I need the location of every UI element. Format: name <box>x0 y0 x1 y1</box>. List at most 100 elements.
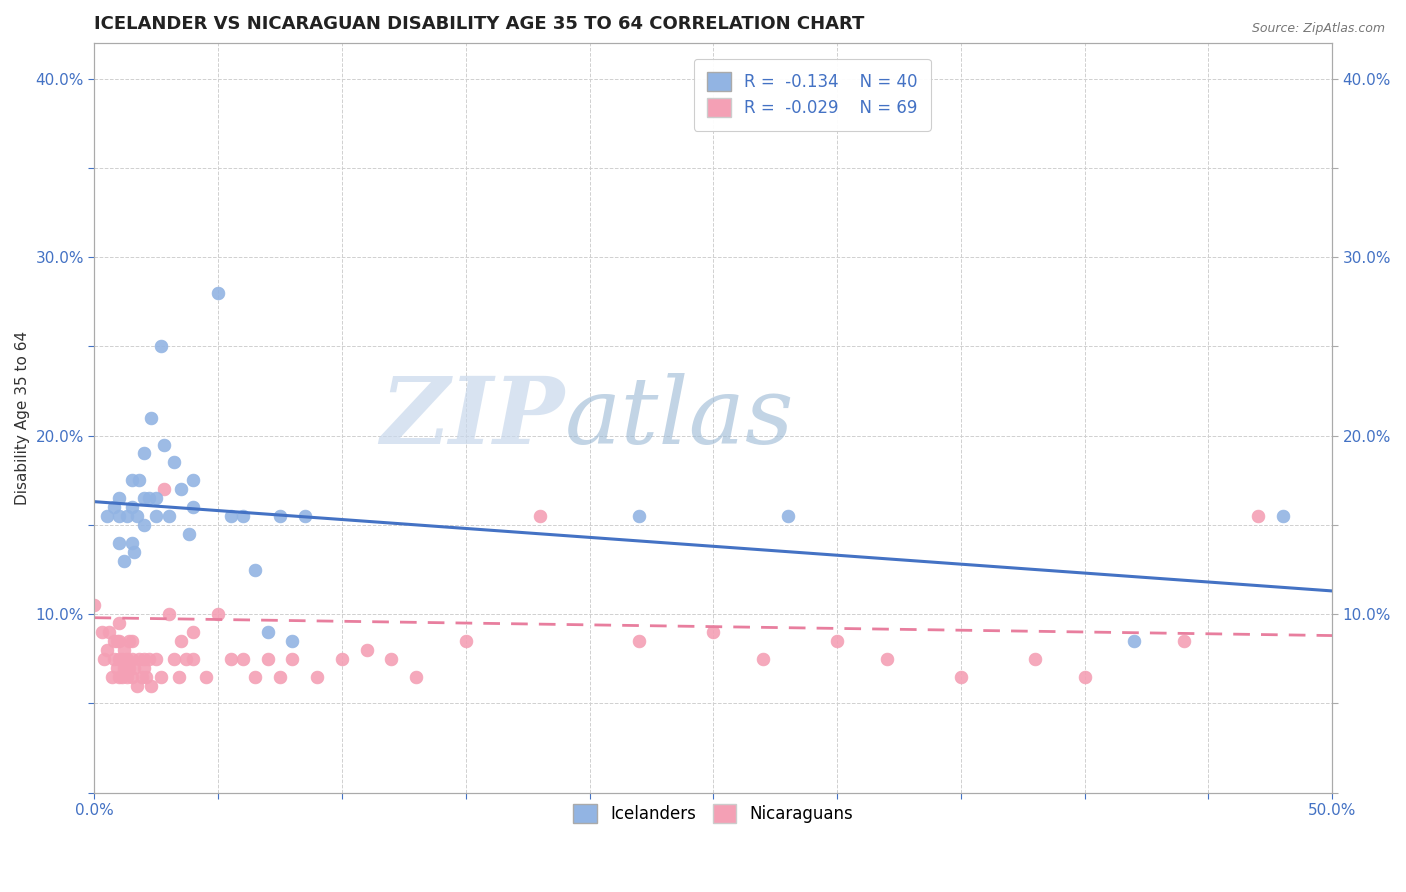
Point <box>702 625 724 640</box>
Point <box>776 508 799 523</box>
Y-axis label: Disability Age 35 to 64: Disability Age 35 to 64 <box>15 331 30 505</box>
Point <box>122 544 145 558</box>
Point <box>83 598 105 612</box>
Point <box>163 455 186 469</box>
Point <box>183 500 205 514</box>
Point <box>121 634 143 648</box>
Point <box>108 616 131 631</box>
Point <box>128 652 150 666</box>
Point <box>141 410 163 425</box>
Point <box>207 285 229 300</box>
Point <box>112 661 135 675</box>
Point <box>163 652 186 666</box>
Point <box>294 508 316 523</box>
Point <box>132 661 155 675</box>
Point <box>112 553 135 567</box>
Point <box>138 652 160 666</box>
Point <box>111 670 134 684</box>
Point <box>101 670 124 684</box>
Point <box>269 670 291 684</box>
Point <box>118 661 141 675</box>
Point <box>135 670 157 684</box>
Point <box>96 643 118 657</box>
Point <box>132 517 155 532</box>
Point <box>1173 634 1195 648</box>
Point <box>125 508 148 523</box>
Point <box>121 473 143 487</box>
Point <box>157 508 180 523</box>
Point <box>93 652 115 666</box>
Point <box>128 473 150 487</box>
Point <box>152 482 174 496</box>
Point <box>118 634 141 648</box>
Point <box>1024 652 1046 666</box>
Point <box>108 535 131 549</box>
Point <box>152 437 174 451</box>
Point <box>141 679 163 693</box>
Point <box>115 652 138 666</box>
Point <box>627 508 650 523</box>
Point <box>1271 508 1294 523</box>
Point <box>121 670 143 684</box>
Point <box>170 634 193 648</box>
Point <box>876 652 898 666</box>
Point <box>108 491 131 505</box>
Point <box>825 634 848 648</box>
Point <box>157 607 180 621</box>
Point <box>183 652 205 666</box>
Point <box>115 508 138 523</box>
Point <box>121 535 143 549</box>
Point <box>105 634 128 648</box>
Point <box>132 446 155 460</box>
Point <box>112 643 135 657</box>
Point <box>103 634 125 648</box>
Point <box>103 500 125 514</box>
Point <box>103 652 125 666</box>
Point <box>111 652 134 666</box>
Point <box>330 652 353 666</box>
Point <box>183 625 205 640</box>
Point <box>132 652 155 666</box>
Text: atlas: atlas <box>565 373 794 463</box>
Point <box>108 634 131 648</box>
Point <box>170 482 193 496</box>
Point <box>145 652 167 666</box>
Point <box>115 670 138 684</box>
Point <box>121 500 143 514</box>
Text: ZIP: ZIP <box>381 373 565 463</box>
Point <box>269 508 291 523</box>
Point <box>256 652 278 666</box>
Point <box>183 473 205 487</box>
Point <box>108 652 131 666</box>
Point <box>752 652 775 666</box>
Point <box>145 508 167 523</box>
Point <box>307 670 329 684</box>
Text: Source: ZipAtlas.com: Source: ZipAtlas.com <box>1251 22 1385 36</box>
Point <box>122 661 145 675</box>
Point <box>380 652 402 666</box>
Point <box>207 607 229 621</box>
Point <box>627 634 650 648</box>
Point <box>194 670 217 684</box>
Point <box>108 508 131 523</box>
Point <box>219 652 242 666</box>
Point <box>131 670 153 684</box>
Point <box>145 491 167 505</box>
Point <box>356 643 378 657</box>
Point <box>281 652 304 666</box>
Point <box>281 634 304 648</box>
Point <box>132 491 155 505</box>
Point <box>454 634 477 648</box>
Point <box>125 679 148 693</box>
Point <box>167 670 190 684</box>
Point <box>138 491 160 505</box>
Point <box>177 526 200 541</box>
Point <box>245 670 267 684</box>
Point <box>949 670 972 684</box>
Point <box>121 652 143 666</box>
Point <box>1123 634 1146 648</box>
Point <box>245 562 267 576</box>
Point <box>108 670 131 684</box>
Point <box>90 625 112 640</box>
Point <box>174 652 197 666</box>
